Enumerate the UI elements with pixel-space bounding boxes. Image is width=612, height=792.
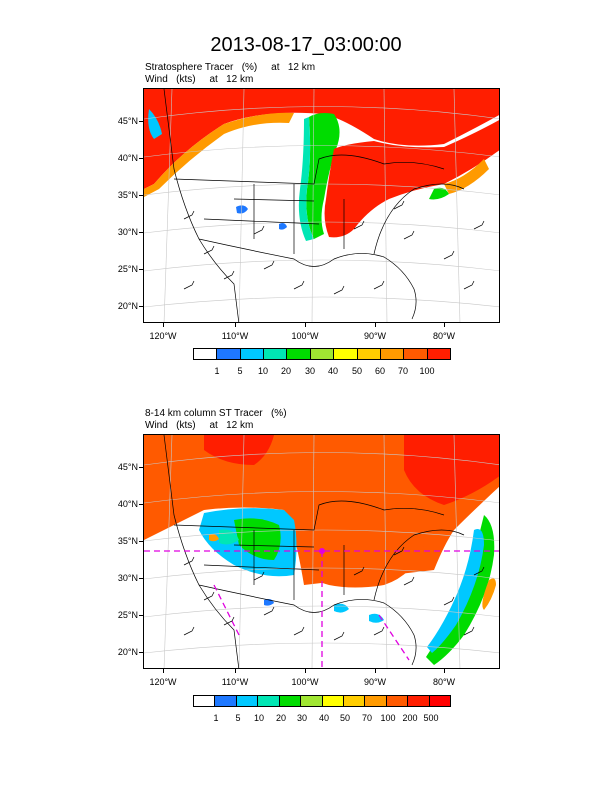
colorbar-swatch xyxy=(334,349,358,359)
colorbar-swatch xyxy=(287,349,311,359)
panel1-tracer-blue-patch2 xyxy=(279,223,287,230)
colorbar-swatch xyxy=(429,696,451,706)
panel1-colorbar-label: 60 xyxy=(374,366,385,376)
colorbar-swatch xyxy=(258,696,280,706)
panel1-colorbar-label: 40 xyxy=(327,366,338,376)
panel1-subtitle-line1: Stratosphere Tracer (%) at 12 km xyxy=(145,62,316,73)
panel2-tracer-central xyxy=(301,492,425,588)
panel1-lat-label: 35°N xyxy=(117,190,138,200)
panel1-tracer-green-east xyxy=(429,187,449,200)
panel2-tracer-blue-2 xyxy=(334,603,349,613)
panel2-lat-label: 40°N xyxy=(117,499,138,509)
panel2-tracer-east-coast-cyan xyxy=(427,529,484,653)
panel2-colorbar-label: 30 xyxy=(296,713,307,723)
colorbar-swatch xyxy=(215,696,237,706)
panel2-tracer-east-orange xyxy=(482,578,496,610)
colorbar-swatch xyxy=(194,349,218,359)
panel2-lon-label: 80°W xyxy=(432,677,456,687)
colorbar-swatch xyxy=(264,349,288,359)
panel2-lon-label: 120°W xyxy=(149,677,177,687)
colorbar-swatch xyxy=(194,696,216,706)
panel2-lat-label: 20°N xyxy=(117,647,138,657)
panel2-subtitle-line2: Wind (kts) at 12 km xyxy=(145,420,254,431)
colorbar-swatch xyxy=(279,696,302,706)
panel1-colorbar-label: 10 xyxy=(257,366,268,376)
panel2-colorbar xyxy=(193,695,451,707)
panel1-colorbar-label: 50 xyxy=(351,366,362,376)
colorbar-swatch xyxy=(343,696,366,706)
panel2-tracer-west-green xyxy=(234,518,281,560)
colorbar-swatch xyxy=(427,349,450,359)
panel1-lat-label: 40°N xyxy=(117,153,138,163)
panel1-colorbar-label: 1 xyxy=(214,366,220,376)
colorbar-swatch xyxy=(386,696,409,706)
colorbar-swatch xyxy=(301,696,323,706)
panel2-lon-label: 110°W xyxy=(221,677,249,687)
panel1-colorbar-label: 5 xyxy=(237,366,243,376)
panel2-colorbar-label: 40 xyxy=(318,713,329,723)
panel1-lat-label: 20°N xyxy=(117,301,138,311)
panel1-tracer-east-edge xyxy=(444,159,489,194)
colorbar-swatch xyxy=(236,696,259,706)
panel1-colorbar-label: 70 xyxy=(397,366,408,376)
panel2-tracer-max-ne xyxy=(404,435,499,505)
panel1-lon-label: 110°W xyxy=(221,331,249,341)
panel2-lon-label: 90°W xyxy=(363,677,387,687)
panel1-tracer-blue-patch1 xyxy=(236,205,248,214)
panel2-lat-label: 45°N xyxy=(117,462,138,472)
panel1-colorbar xyxy=(193,348,451,360)
panel1-tracer-north-edge xyxy=(144,112,294,197)
panel1-colorbar-label: 30 xyxy=(304,366,315,376)
panel2-colorbar-label: 10 xyxy=(253,713,264,723)
panel1-map xyxy=(143,88,500,323)
panel1-wind-barbs xyxy=(183,200,485,295)
panel2-trajectory-lines xyxy=(144,550,499,668)
panel1-lat-label: 30°N xyxy=(117,227,138,237)
panel1-tracer-north-high xyxy=(144,89,499,189)
panel2-colorbar-label: 500 xyxy=(423,713,439,723)
panel1-lon-label: 90°W xyxy=(363,331,387,341)
plot-title: 2013-08-17_03:00:00 xyxy=(210,34,402,56)
panel1-tracer-teal-band xyxy=(298,117,314,241)
panel1-lon-label: 100°W xyxy=(291,331,319,341)
panel2-colorbar-label: 5 xyxy=(235,713,241,723)
colorbar-swatch xyxy=(217,349,241,359)
panel1-lat-label: 45°N xyxy=(117,116,138,126)
panel2-tracer-max-nw xyxy=(204,435,274,465)
panel2-tracer-orange-spot xyxy=(209,534,219,542)
colorbar-swatch xyxy=(408,696,430,706)
panel2-colorbar-label: 70 xyxy=(361,713,372,723)
panel1-tracer-green-band xyxy=(306,113,340,239)
colorbar-swatch xyxy=(240,349,265,359)
panel2-lat-label: 35°N xyxy=(117,536,138,546)
panel2-colorbar-label: 1 xyxy=(213,713,219,723)
panel1-map-svg xyxy=(144,89,499,322)
panel2-lon-label: 100°W xyxy=(291,677,319,687)
panel1-subtitle-line2: Wind (kts) at 12 km xyxy=(145,74,254,85)
panel2-map xyxy=(143,434,500,669)
colorbar-swatch xyxy=(404,349,428,359)
panel2-colorbar-label: 50 xyxy=(339,713,350,723)
panel2-wind-barbs xyxy=(183,546,485,641)
panel2-colorbar-label: 200 xyxy=(402,713,418,723)
panel2-lat-label: 30°N xyxy=(117,573,138,583)
panel2-map-svg xyxy=(144,435,499,668)
panel1-tracer-cyan-west xyxy=(148,109,162,139)
panel2-colorbar-label: 20 xyxy=(275,713,286,723)
colorbar-swatch xyxy=(310,349,335,359)
panel2-lat-label: 25°N xyxy=(117,610,138,620)
panel2-subtitle-line1: 8-14 km column ST Tracer (%) xyxy=(145,408,287,419)
panel2-trajectory-point xyxy=(319,548,325,554)
panel1-lon-label: 120°W xyxy=(149,331,177,341)
colorbar-swatch xyxy=(380,349,405,359)
panel1-colorbar-label: 100 xyxy=(419,366,435,376)
panel2-colorbar-label: 100 xyxy=(380,713,396,723)
colorbar-swatch xyxy=(365,696,387,706)
panel1-colorbar-label: 20 xyxy=(280,366,291,376)
panel1-lon-label: 80°W xyxy=(432,331,456,341)
colorbar-swatch xyxy=(322,696,344,706)
panel1-lat-label: 25°N xyxy=(117,264,138,274)
colorbar-swatch xyxy=(357,349,381,359)
